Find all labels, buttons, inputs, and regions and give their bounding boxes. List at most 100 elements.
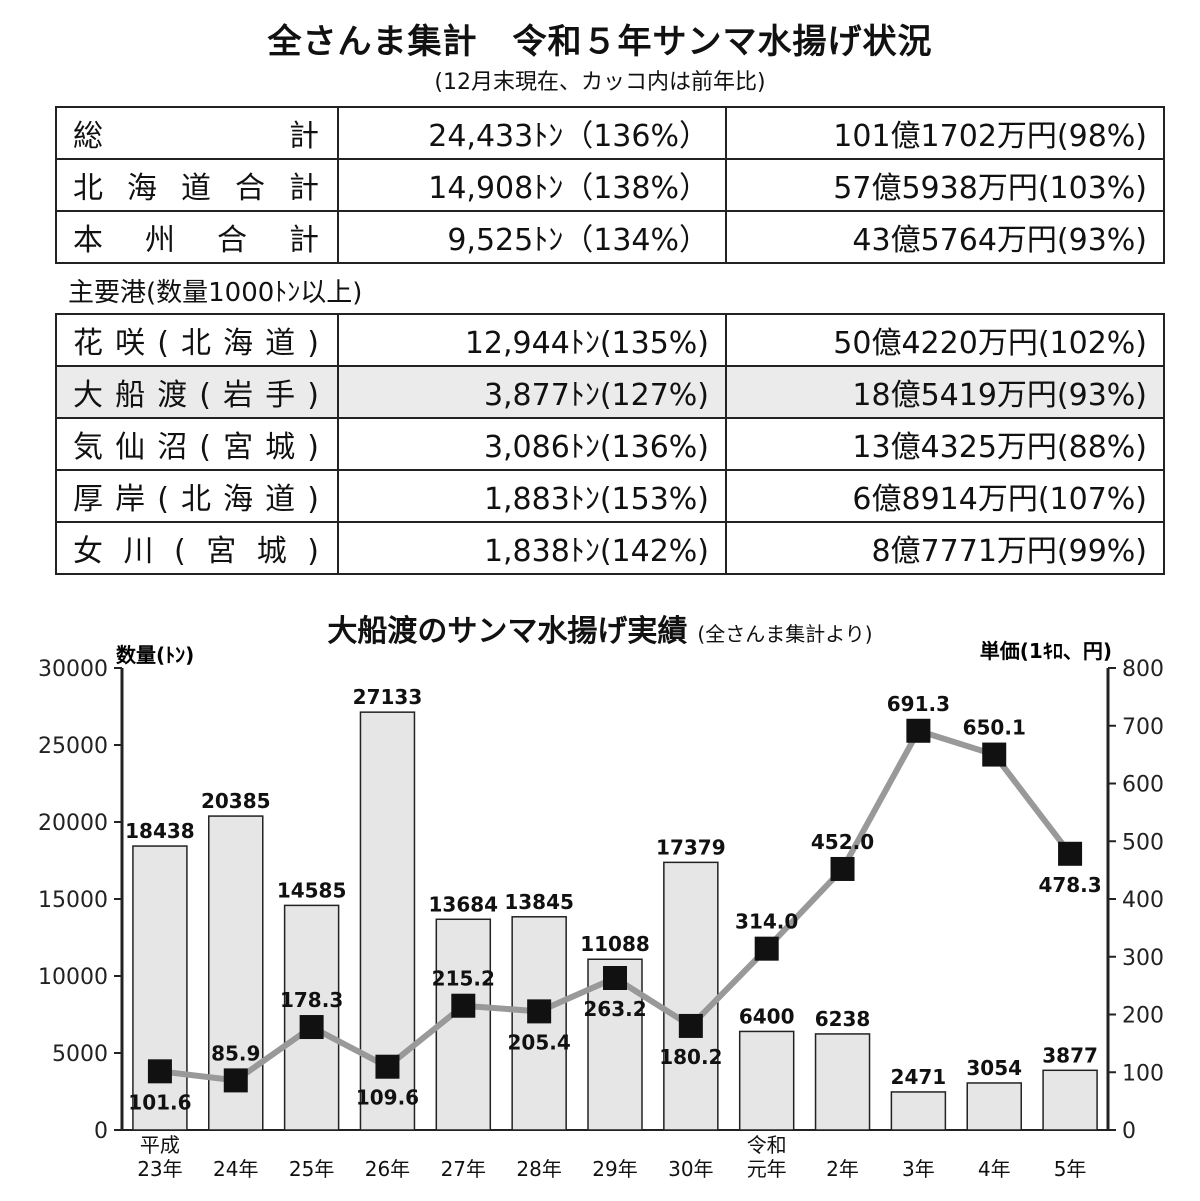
row-name: 大船渡(岩手) bbox=[55, 365, 339, 419]
right-tick-label: 700 bbox=[1122, 715, 1164, 740]
table-row: 花咲(北海道) 12,944ﾄﾝ(135%) 50億4220万円(102%) bbox=[55, 313, 1165, 367]
table-row: 女川(宮城) 1,838ﾄﾝ(142%) 8億7771万円(99%) bbox=[55, 521, 1165, 575]
right-tick-label: 100 bbox=[1122, 1061, 1164, 1086]
right-tick-label: 500 bbox=[1122, 830, 1164, 855]
bar bbox=[814, 1033, 871, 1131]
price-marker bbox=[223, 1068, 248, 1093]
left-tick-label: 20000 bbox=[38, 811, 108, 836]
row-name: 厚岸(北海道) bbox=[55, 469, 339, 523]
bar bbox=[1042, 1069, 1098, 1131]
ports-table: 花咲(北海道) 12,944ﾄﾝ(135%) 50億4220万円(102%) 大… bbox=[55, 313, 1165, 575]
category-label: 26年 bbox=[365, 1157, 410, 1181]
bar bbox=[738, 1030, 795, 1131]
bar-value-label: 20385 bbox=[201, 789, 271, 813]
bar-value-label: 6400 bbox=[739, 1004, 795, 1028]
price-marker bbox=[603, 966, 627, 991]
price-marker bbox=[147, 1059, 172, 1084]
price-marker bbox=[678, 1013, 703, 1038]
price-marker bbox=[830, 856, 855, 881]
row-amount: 13億4325万円(88%) bbox=[725, 417, 1165, 471]
left-tick-label: 5000 bbox=[52, 1042, 108, 1067]
row-quantity: 3,086ﾄﾝ(136%) bbox=[337, 417, 727, 471]
page-title: 全さんま集計 令和５年サンマ水揚げ状況 bbox=[267, 22, 933, 62]
bar bbox=[663, 861, 719, 1131]
bar-value-label: 3877 bbox=[1042, 1043, 1098, 1067]
price-marker bbox=[1058, 841, 1083, 866]
category-label: 27年 bbox=[441, 1157, 486, 1181]
row-amount: 18億5419万円(93%) bbox=[725, 365, 1165, 419]
chart-title-text: 大船渡のサンマ水揚げ実績 bbox=[327, 614, 688, 649]
row-name: 北海道合計 bbox=[55, 158, 339, 212]
bar bbox=[890, 1091, 947, 1131]
row-amount: 43億5764万円(93%) bbox=[725, 210, 1165, 264]
table-row: 厚岸(北海道) 1,883ﾄﾝ(153%) 6億8914万円(107%) bbox=[55, 469, 1165, 523]
category-label: 30年 bbox=[668, 1157, 713, 1181]
category-label: 2年 bbox=[826, 1157, 859, 1181]
table-row: 総計 24,433ﾄﾝ（136%） 101億1702万円(98%) bbox=[55, 106, 1165, 160]
price-marker bbox=[906, 718, 931, 743]
table-row-highlighted: 大船渡(岩手) 3,877ﾄﾝ(127%) 18億5419万円(93%) bbox=[55, 365, 1165, 419]
bar bbox=[435, 918, 492, 1131]
price-value-label: 452.0 bbox=[811, 830, 874, 854]
price-value-label: 85.9 bbox=[211, 1041, 260, 1065]
row-name: 気仙沼(宮城) bbox=[55, 417, 339, 471]
row-quantity: 24,433ﾄﾝ（136%） bbox=[337, 106, 727, 160]
row-name: 女川(宮城) bbox=[55, 521, 339, 575]
ports-heading: 主要港(数量1000ﾄﾝ以上) bbox=[68, 278, 363, 308]
price-value-label: 215.2 bbox=[432, 967, 495, 991]
category-label: 3年 bbox=[902, 1157, 935, 1181]
bar-value-label: 13845 bbox=[504, 890, 574, 914]
chart-title-note: (全さんま集計より) bbox=[697, 622, 873, 646]
bar bbox=[132, 845, 188, 1131]
table-row: 本州合計 9,525ﾄﾝ（134%） 43億5764万円(93%) bbox=[55, 210, 1165, 264]
left-tick-label: 0 bbox=[94, 1119, 108, 1144]
price-marker bbox=[299, 1015, 324, 1040]
left-tick-label: 10000 bbox=[38, 965, 108, 990]
category-label: 29年 bbox=[592, 1157, 637, 1181]
price-marker bbox=[375, 1054, 400, 1079]
right-tick-label: 300 bbox=[1122, 946, 1164, 971]
price-marker bbox=[982, 742, 1007, 767]
row-quantity: 1,838ﾄﾝ(142%) bbox=[337, 521, 727, 575]
left-tick-label: 30000 bbox=[38, 657, 108, 682]
price-value-label: 314.0 bbox=[735, 910, 798, 934]
right-tick-label: 600 bbox=[1122, 773, 1164, 798]
bar-value-label: 13684 bbox=[429, 892, 499, 916]
row-amount: 57億5938万円(103%) bbox=[725, 158, 1165, 212]
category-label: 23年 bbox=[137, 1157, 182, 1181]
left-tick-label: 25000 bbox=[38, 734, 108, 759]
row-name: 花咲(北海道) bbox=[55, 313, 339, 367]
bar bbox=[511, 916, 567, 1131]
right-axis-title: 単価(1ｷﾛ、円) bbox=[980, 639, 1112, 663]
row-amount: 6億8914万円(107%) bbox=[725, 469, 1165, 523]
right-tick-label: 0 bbox=[1122, 1119, 1136, 1144]
category-era-label: 平成 bbox=[140, 1133, 180, 1157]
bar-value-label: 14585 bbox=[277, 878, 347, 902]
category-label: 25年 bbox=[289, 1157, 334, 1181]
bar-value-label: 18438 bbox=[125, 819, 195, 843]
price-value-label: 178.3 bbox=[280, 988, 343, 1012]
row-quantity: 14,908ﾄﾝ（138%） bbox=[337, 158, 727, 212]
left-axis-title: 数量(ﾄﾝ) bbox=[116, 643, 194, 667]
price-marker bbox=[754, 936, 779, 961]
totals-table: 総計 24,433ﾄﾝ（136%） 101億1702万円(98%) 北海道合計 … bbox=[55, 106, 1165, 264]
right-tick-label: 800 bbox=[1122, 657, 1164, 682]
bar-value-label: 6238 bbox=[815, 1007, 871, 1031]
row-name: 総計 bbox=[55, 106, 339, 160]
category-label: 5年 bbox=[1054, 1157, 1087, 1181]
price-value-label: 263.2 bbox=[583, 997, 646, 1021]
price-value-label: 691.3 bbox=[887, 692, 950, 716]
table-row: 北海道合計 14,908ﾄﾝ（138%） 57億5938万円(103%) bbox=[55, 158, 1165, 212]
bar-value-label: 3054 bbox=[966, 1056, 1022, 1080]
price-marker bbox=[451, 993, 476, 1018]
page-subtitle: (12月末現在、カッコ内は前年比) bbox=[434, 70, 766, 95]
category-era-label: 令和 bbox=[747, 1133, 787, 1157]
row-name: 本州合計 bbox=[55, 210, 339, 264]
row-quantity: 3,877ﾄﾝ(127%) bbox=[337, 365, 727, 419]
price-value-label: 109.6 bbox=[356, 1086, 419, 1110]
row-amount: 8億7771万円(99%) bbox=[725, 521, 1165, 575]
row-quantity: 1,883ﾄﾝ(153%) bbox=[337, 469, 727, 523]
row-quantity: 12,944ﾄﾝ(135%) bbox=[337, 313, 727, 367]
category-label: 24年 bbox=[213, 1157, 258, 1181]
